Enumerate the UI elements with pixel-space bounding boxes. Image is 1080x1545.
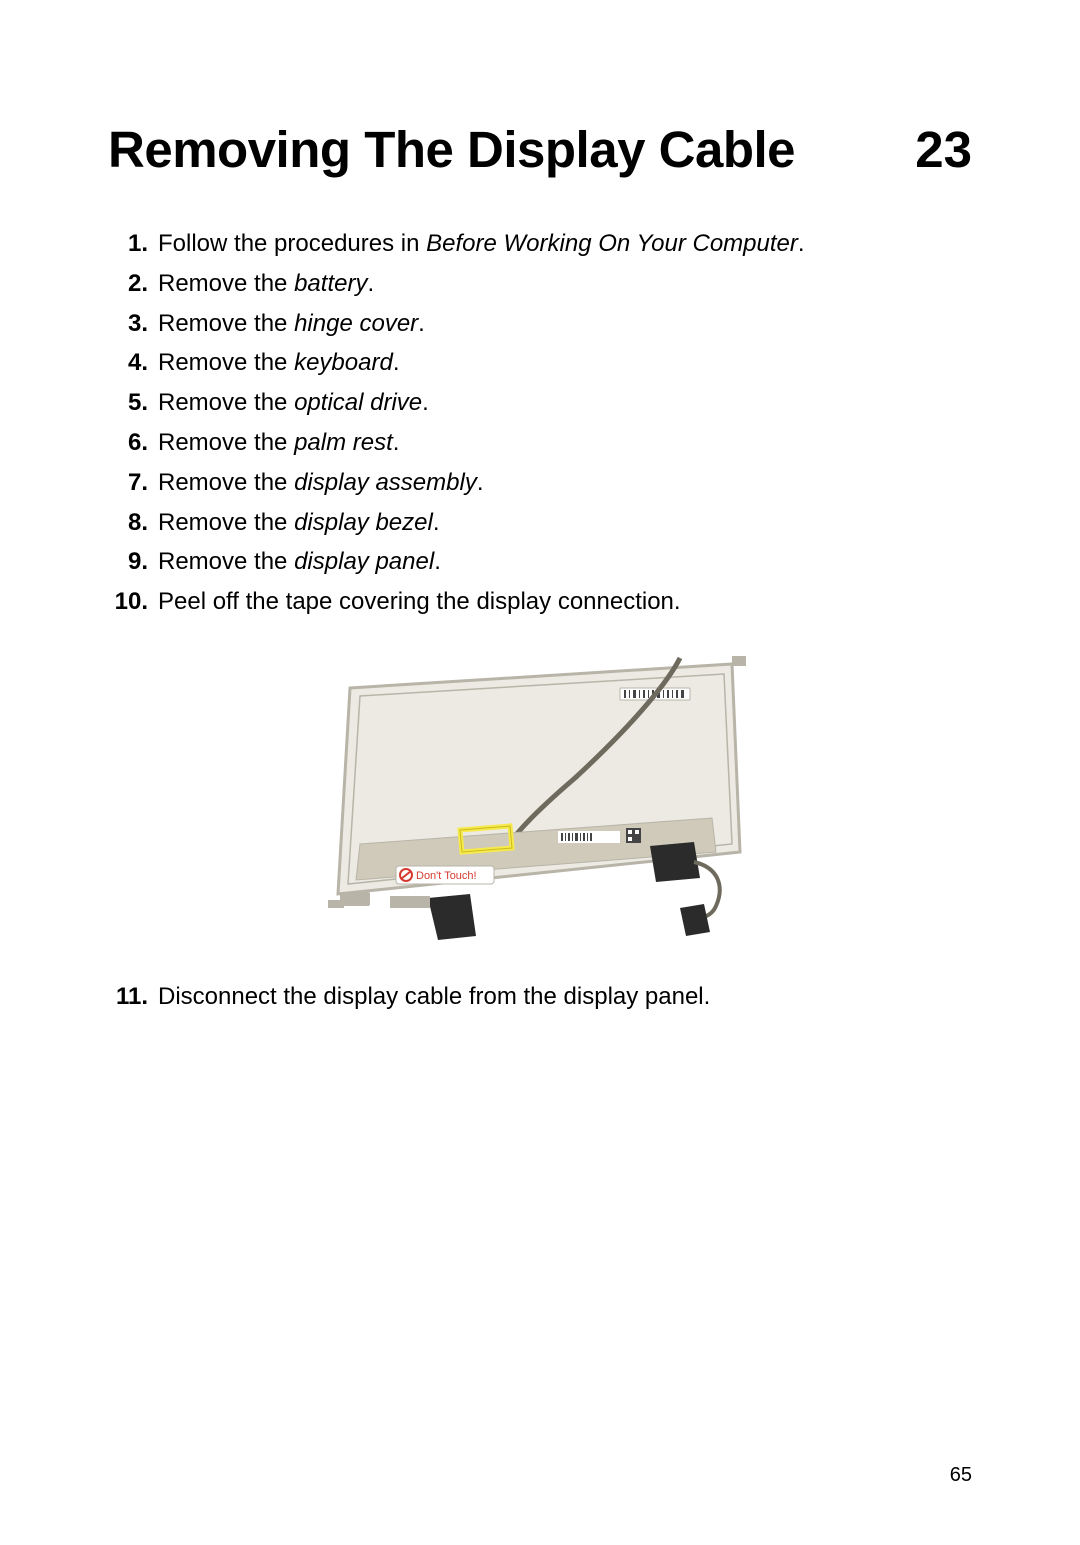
step-emphasis: palm rest	[294, 429, 393, 456]
step-item: Peel off the tape covering the display c…	[158, 585, 972, 620]
step-suffix: .	[798, 230, 805, 257]
step-emphasis: display panel	[294, 548, 434, 575]
step-suffix: .	[422, 389, 429, 416]
dont-touch-text: Don't Touch!	[416, 870, 477, 882]
bracket-bl	[328, 900, 344, 908]
page-number: 65	[950, 1464, 972, 1487]
step-text: Disconnect the display cable from the di…	[158, 983, 710, 1010]
step-suffix: .	[393, 429, 400, 456]
step-item: Remove the battery.	[158, 267, 972, 302]
step-emphasis: hinge cover	[294, 310, 418, 337]
step-text: Remove the	[158, 389, 294, 416]
step-item: Remove the palm rest.	[158, 426, 972, 461]
step-text: Peel off the tape covering the display c…	[158, 588, 681, 615]
step-text: Follow the procedures in	[158, 230, 426, 257]
step-text: Remove the	[158, 429, 294, 456]
bracket-tr	[732, 656, 746, 666]
step-item: Remove the optical drive.	[158, 386, 972, 421]
step-item: Remove the display bezel.	[158, 506, 972, 541]
pcb-barcode	[561, 833, 592, 841]
step-text: Remove the	[158, 548, 294, 575]
step-suffix: .	[433, 509, 440, 536]
step-item: Disconnect the display cable from the di…	[158, 980, 972, 1015]
steps-list-after: Disconnect the display cable from the di…	[108, 980, 972, 1015]
step-emphasis: optical drive	[294, 389, 422, 416]
pcb-label	[558, 831, 620, 843]
heading-row: Removing The Display Cable 23	[108, 120, 972, 179]
step-emphasis: Before Working On Your Computer	[426, 230, 798, 257]
chapter-title: Removing The Display Cable	[108, 120, 795, 179]
step-text: Remove the	[158, 310, 294, 337]
left-hinge	[340, 892, 476, 940]
qr-dot	[628, 830, 632, 834]
step-text: Remove the	[158, 349, 294, 376]
step-emphasis: battery	[294, 270, 367, 297]
steps-list: Follow the procedures in Before Working …	[108, 227, 972, 620]
page: Removing The Display Cable 23 Follow the…	[0, 0, 1080, 1545]
qr-dot3	[628, 837, 632, 841]
display-panel-figure: Don't Touch!	[320, 648, 760, 948]
step-item: Remove the hinge cover.	[158, 307, 972, 342]
step-emphasis: display bezel	[294, 509, 433, 536]
qr-dot2	[635, 830, 639, 834]
step-suffix: .	[434, 548, 441, 575]
chapter-number: 23	[915, 120, 972, 179]
step-text: Remove the	[158, 509, 294, 536]
step-suffix: .	[418, 310, 425, 337]
step-suffix: .	[477, 469, 484, 496]
step-emphasis: display assembly	[294, 469, 477, 496]
step-item: Remove the display panel.	[158, 545, 972, 580]
step-suffix: .	[367, 270, 374, 297]
step-text: Remove the	[158, 469, 294, 496]
step-item: Follow the procedures in Before Working …	[158, 227, 972, 262]
step-text: Remove the	[158, 270, 294, 297]
step-item: Remove the display assembly.	[158, 466, 972, 501]
step-suffix: .	[393, 349, 400, 376]
step-item: Remove the keyboard.	[158, 346, 972, 381]
figure-wrap: Don't Touch!	[108, 648, 972, 948]
step-emphasis: keyboard	[294, 349, 393, 376]
